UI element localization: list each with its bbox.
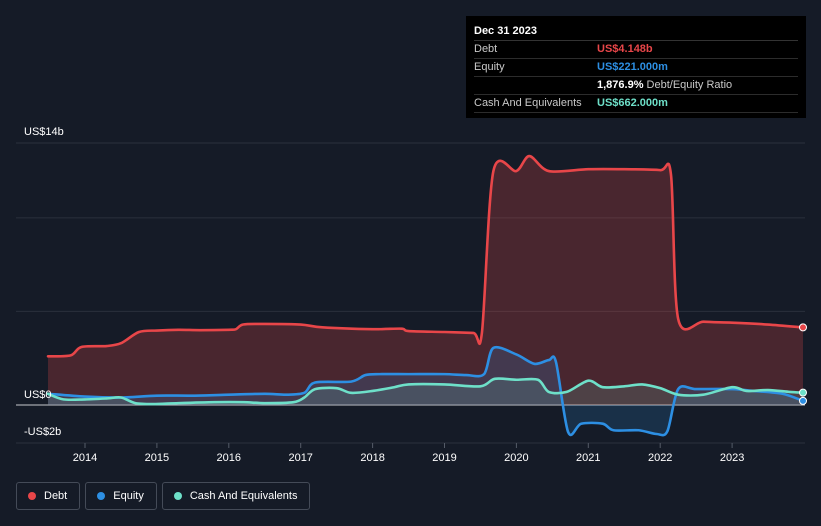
tooltip-panel: Dec 31 2023 Debt US$4.148b Equity US$221… xyxy=(466,16,806,118)
x-tick-label: 2016 xyxy=(217,452,241,464)
area-equity xyxy=(48,347,803,436)
x-tick-label: 2017 xyxy=(288,452,312,464)
line-cash-and-equivalents xyxy=(46,377,805,406)
tooltip-date: Dec 31 2023 xyxy=(474,23,798,41)
equity-dot-icon xyxy=(97,492,106,500)
area-cash-and-equivalents xyxy=(48,378,803,405)
axes: US$14b US$0 -US$2b xyxy=(24,126,64,438)
tooltip-ratio: 1,876.9% Debt/Equity Ratio xyxy=(597,77,732,94)
legend-item-equity[interactable]: Equity xyxy=(85,482,157,510)
legend-cash-label: Cash And Equivalents xyxy=(189,490,298,502)
tooltip-cash-value: US$662.000m xyxy=(597,97,668,109)
line-equity xyxy=(46,345,805,437)
x-tick-label: 2018 xyxy=(360,452,384,464)
tooltip-row-ratio: 1,876.9% Debt/Equity Ratio xyxy=(474,77,798,95)
tooltip-equity-label: Equity xyxy=(474,61,505,73)
tooltip-row-cash: Cash And Equivalents US$662.000m xyxy=(474,95,798,113)
legend-item-cash[interactable]: Cash And Equivalents xyxy=(161,482,311,510)
area-debt xyxy=(48,156,803,405)
debt-dot-icon xyxy=(28,492,36,500)
end-marker-cash-and-equivalents xyxy=(799,388,807,397)
tooltip-debt-value: US$4.148b xyxy=(597,43,653,55)
tooltip-ratio-value: 1,876.9% xyxy=(597,79,644,91)
y-axis-label-bottom: -US$2b xyxy=(24,426,61,438)
legend-equity-label: Equity xyxy=(113,490,144,502)
legend: Debt Equity Cash And Equivalents xyxy=(16,482,311,510)
x-tick-label: 2023 xyxy=(720,452,744,464)
x-axis-ticks: 2014 2015 2016 2017 2018 2019 2020 2021 2022 2023 xyxy=(73,443,744,464)
x-tick-label: 2019 xyxy=(432,452,456,464)
line-debt xyxy=(46,154,805,358)
tooltip-ratio-label: Debt/Equity Ratio xyxy=(646,79,733,91)
series-lines xyxy=(46,154,805,437)
x-tick-label: 2021 xyxy=(576,452,600,464)
x-tick-label: 2014 xyxy=(73,452,97,464)
y-axis-label-zero: US$0 xyxy=(24,389,52,401)
end-marker-debt xyxy=(799,323,807,332)
end-markers xyxy=(799,323,807,405)
x-tick-label: 2022 xyxy=(648,452,672,464)
cash-dot-icon xyxy=(173,492,182,500)
series-areas xyxy=(48,156,803,436)
tooltip-debt-label: Debt xyxy=(474,43,498,55)
y-axis-label-top: US$14b xyxy=(24,126,64,138)
tooltip-equity-value: US$221.000m xyxy=(597,61,668,73)
tooltip-row-debt: Debt US$4.148b xyxy=(474,41,798,59)
tooltip-row-equity: Equity US$221.000m xyxy=(474,59,798,77)
x-tick-label: 2020 xyxy=(504,452,528,464)
tooltip-cash-label: Cash And Equivalents xyxy=(474,97,582,109)
x-tick-label: 2015 xyxy=(145,452,169,464)
legend-debt-label: Debt xyxy=(44,490,68,502)
end-marker-equity xyxy=(799,396,807,405)
legend-item-debt[interactable]: Debt xyxy=(16,482,81,510)
